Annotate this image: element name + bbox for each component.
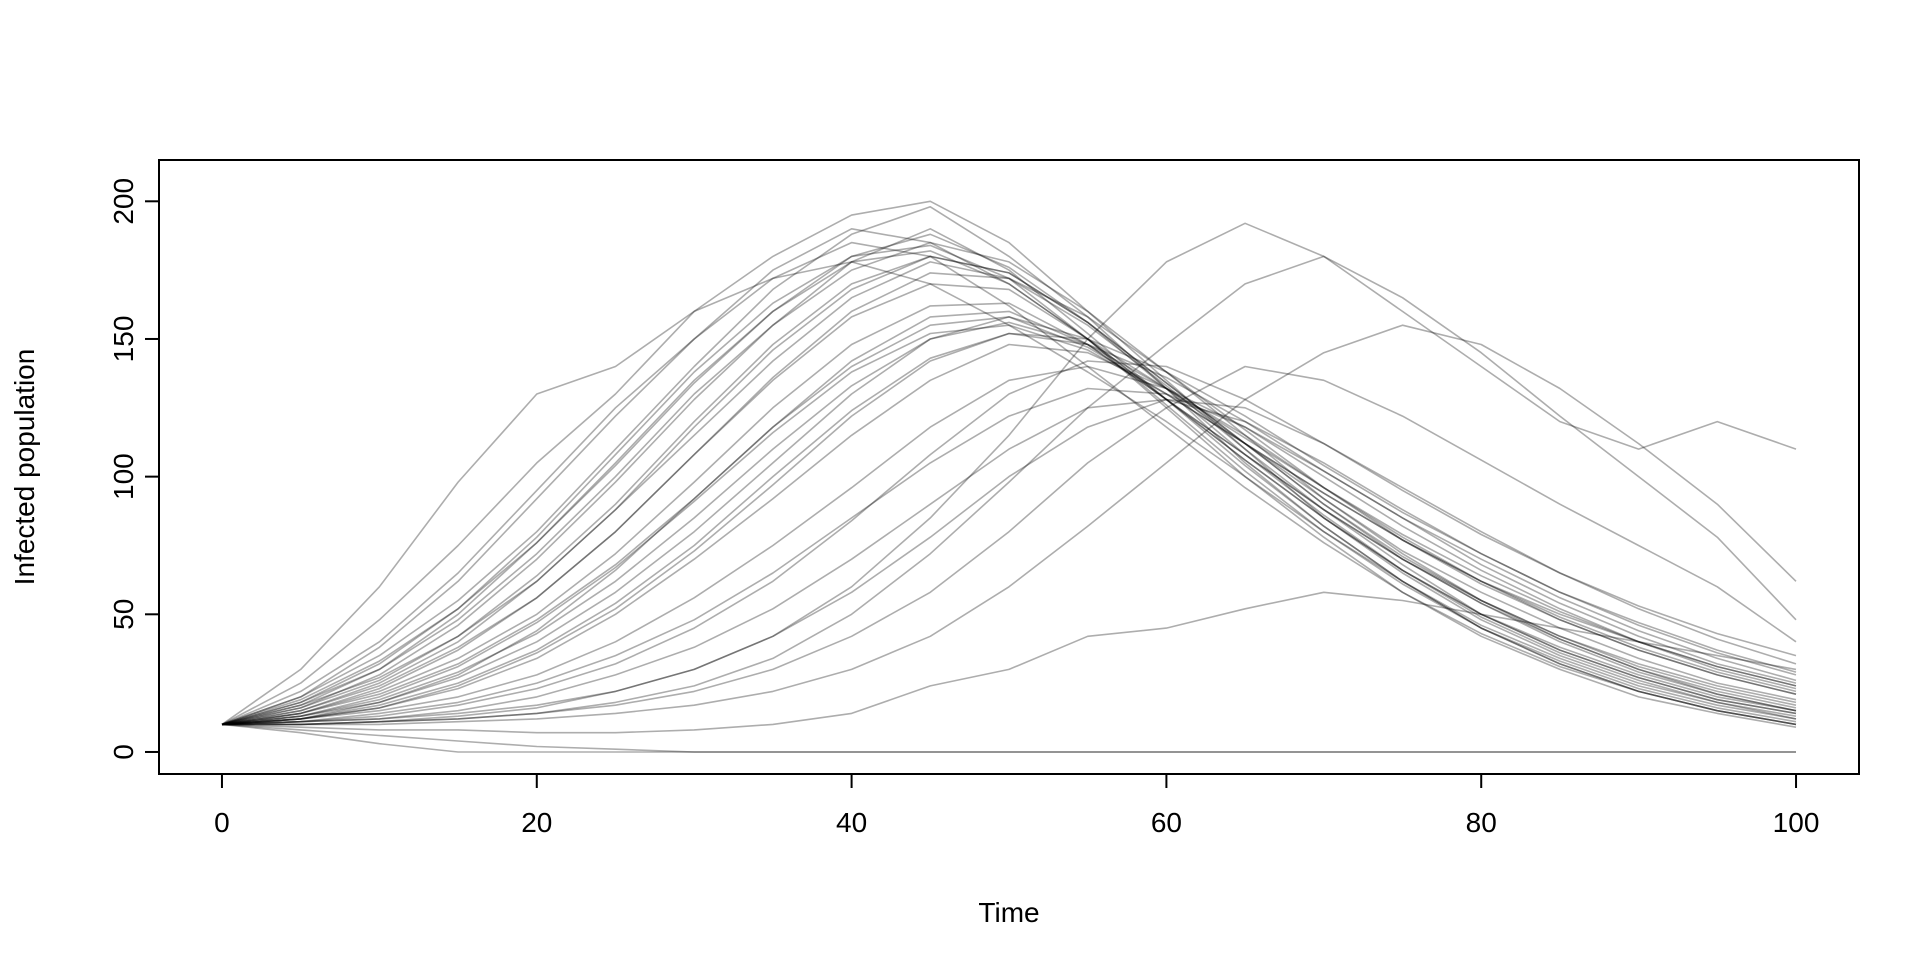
series-line-35 (221, 324, 1797, 726)
series-line-36 (221, 332, 1797, 726)
x-tick-label: 0 (214, 807, 230, 838)
x-tick-label: 60 (1151, 807, 1182, 838)
series-line-31 (221, 272, 1797, 726)
series-line-3 (221, 228, 1797, 728)
series-line-18 (221, 316, 1797, 726)
series-line-16 (221, 241, 1797, 726)
x-axis: 0 20 40 60 80 100 (214, 773, 1820, 838)
y-axis-label: Infected population (9, 349, 40, 586)
series-line-11 (221, 365, 1797, 726)
series-line-4 (221, 206, 1797, 726)
series-line-23 (222, 324, 1797, 726)
x-tick-label: 80 (1466, 807, 1497, 838)
y-tick-label: 50 (108, 599, 139, 630)
y-axis: 0 50 100 150 200 (108, 178, 160, 760)
series-line-34 (221, 255, 1797, 726)
y-tick-label: 150 (108, 316, 139, 363)
series-line-17 (221, 233, 1797, 726)
y-tick-label: 0 (108, 744, 139, 760)
y-tick-label: 200 (108, 178, 139, 225)
series-line-5 (221, 228, 1797, 726)
series-line-13 (221, 398, 1797, 726)
series-line-30 (221, 250, 1797, 726)
y-tick-label: 100 (108, 453, 139, 500)
series-line-24 (221, 222, 1797, 726)
series-line-21 (221, 255, 1797, 726)
series-line-1 (221, 261, 1797, 726)
series-line-29 (222, 365, 1797, 726)
series-line-22 (221, 332, 1797, 726)
series-line-33 (221, 244, 1797, 726)
series-line-25 (222, 255, 1797, 726)
series-line-15 (221, 310, 1797, 726)
series-line-14 (222, 398, 1797, 726)
series-line-2 (221, 200, 1797, 726)
x-tick-label: 100 (1773, 807, 1820, 838)
x-tick-label: 20 (521, 807, 552, 838)
x-tick-label: 40 (836, 807, 867, 838)
series-line-8 (221, 302, 1797, 726)
x-axis-label: Time (978, 897, 1039, 928)
series-line-7 (221, 283, 1797, 726)
series-line-6 (221, 261, 1797, 726)
series-line-20 (221, 241, 1797, 726)
series-line-10 (221, 343, 1797, 726)
series-line-12 (221, 387, 1797, 726)
series-line-28 (221, 723, 1796, 753)
series-line-19 (221, 321, 1797, 726)
series-line-32 (221, 360, 1797, 726)
series-line-9 (221, 316, 1797, 726)
series-layer (221, 200, 1797, 753)
series-line-26 (221, 591, 1797, 734)
series-line-27 (221, 723, 1796, 753)
